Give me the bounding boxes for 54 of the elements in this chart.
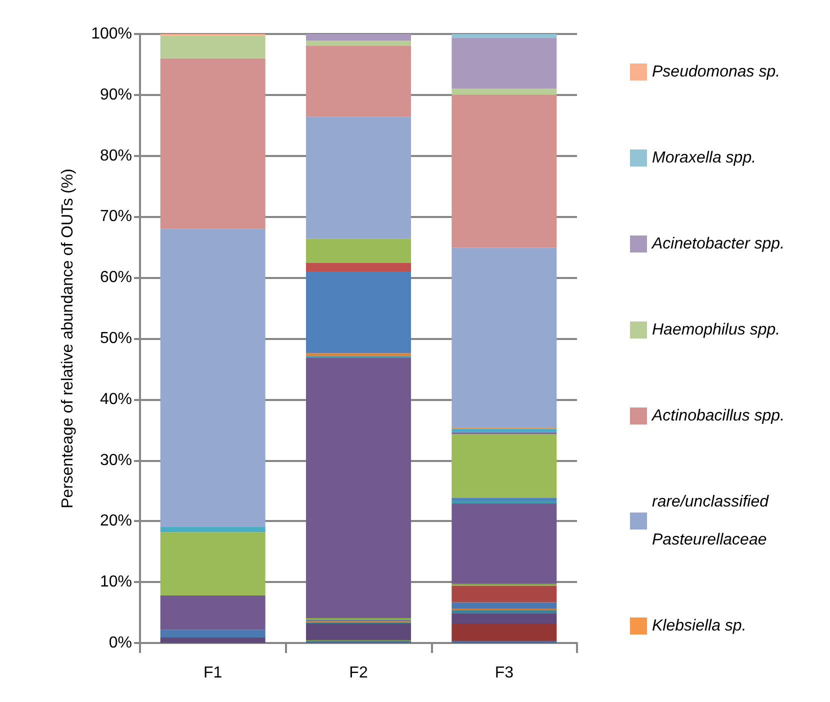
y-tick-label: 20% <box>100 512 132 530</box>
bar <box>452 613 557 624</box>
bar <box>160 532 266 596</box>
legend-label: Actinobacillus spp. <box>651 408 785 424</box>
legend-label: Haemophilus spp. <box>652 322 780 338</box>
bar <box>452 500 557 504</box>
bar <box>160 638 266 643</box>
bar <box>452 248 557 428</box>
bar <box>306 34 411 41</box>
legend-label: Moraxella spp. <box>652 150 756 166</box>
y-tick-label: 70% <box>100 208 132 226</box>
bar <box>452 624 557 642</box>
bar <box>160 526 266 532</box>
legend-label: Klebsiella sp. <box>652 618 746 634</box>
x-tick-label: F2 <box>349 664 368 682</box>
bar <box>306 624 411 640</box>
bar <box>160 596 266 630</box>
bar <box>452 586 557 602</box>
bar <box>306 46 411 117</box>
bar <box>452 88 557 95</box>
y-tick-label: 80% <box>100 147 132 164</box>
bar <box>160 58 266 229</box>
bar <box>306 358 411 618</box>
bar <box>306 353 411 356</box>
y-tick-label: 60% <box>100 269 132 286</box>
y-tick-label: 100% <box>91 26 132 42</box>
bar <box>160 228 266 527</box>
bar <box>452 610 557 614</box>
y-axis-title: Persenteage of relative abundance of OUTs (%) <box>60 168 76 508</box>
y-tick-label: 10% <box>100 574 132 591</box>
legend-label: Acinetobacter spp. <box>651 236 785 252</box>
bar <box>160 36 266 58</box>
bar <box>306 272 411 354</box>
y-tick-label: 30% <box>100 452 132 469</box>
y-tick-label: 50% <box>100 330 132 347</box>
bar <box>452 504 557 584</box>
bar <box>452 434 557 498</box>
y-tick-label: 0% <box>108 634 132 652</box>
bar <box>306 40 411 46</box>
x-tick-label: F1 <box>203 664 222 682</box>
bar <box>306 262 411 272</box>
bar <box>452 34 557 38</box>
bar <box>306 116 411 239</box>
bar <box>160 630 266 638</box>
bar <box>306 238 411 263</box>
y-tick-label: 40% <box>100 390 132 408</box>
legend-label: Pseudomonas sp. <box>652 64 780 80</box>
y-tick-label: 90% <box>100 86 132 104</box>
bar <box>452 94 557 248</box>
bar <box>452 38 557 89</box>
x-tick-label: F3 <box>494 664 514 682</box>
bar <box>452 428 557 432</box>
bar <box>452 602 557 609</box>
text: rare/unclassified Pasteurellaceae <box>652 494 768 548</box>
